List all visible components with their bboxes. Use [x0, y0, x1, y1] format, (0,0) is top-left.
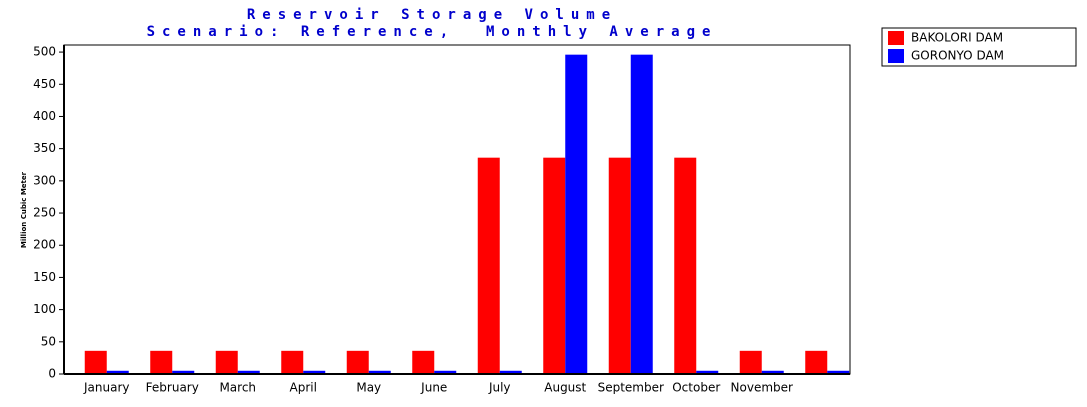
legend-label: GORONYO DAM	[911, 49, 1004, 63]
bar	[281, 350, 304, 374]
bar	[172, 370, 195, 374]
y-tick-label: 0	[48, 367, 56, 381]
bar	[499, 370, 522, 374]
bar	[477, 157, 500, 374]
bar	[543, 157, 566, 374]
bar	[150, 350, 173, 374]
x-tick-label: April	[290, 381, 317, 395]
chart-title: Reservoir Storage Volume	[247, 7, 617, 23]
y-tick-label: 300	[33, 173, 56, 187]
x-tick-label: January	[83, 381, 130, 395]
bar	[739, 350, 762, 374]
x-tick-label: February	[146, 381, 199, 395]
bar	[696, 370, 719, 374]
bar	[215, 350, 238, 374]
bar	[630, 54, 653, 375]
y-tick-label: 400	[33, 109, 56, 123]
x-tick-label: August	[544, 381, 586, 395]
bar	[237, 370, 260, 374]
x-tick-label: September	[598, 381, 664, 395]
x-tick-label: October	[672, 381, 720, 395]
bar	[106, 370, 129, 374]
bar	[412, 350, 435, 374]
y-tick-label: 200	[33, 238, 56, 252]
legend-label: BAKOLORI DAM	[911, 31, 1003, 45]
x-tick-label: May	[356, 381, 381, 395]
bar	[761, 370, 784, 374]
x-tick-label: November	[731, 381, 793, 395]
y-tick-label: 50	[41, 334, 56, 348]
x-tick-label: July	[488, 381, 511, 395]
bar	[84, 350, 107, 374]
y-tick-label: 350	[33, 141, 56, 155]
y-axis-label: Million Cubic Meter	[20, 171, 28, 248]
chart-subtitle: Scenario: Reference, Monthly Average	[147, 24, 718, 40]
y-tick-label: 250	[33, 206, 56, 220]
y-tick-label: 100	[33, 302, 56, 316]
y-tick-label: 150	[33, 270, 56, 284]
bar	[805, 350, 828, 374]
bar	[368, 370, 391, 374]
bar	[827, 370, 850, 374]
bar	[434, 370, 457, 374]
bar	[346, 350, 369, 374]
x-tick-label: June	[420, 381, 447, 395]
bar	[303, 370, 326, 374]
legend	[881, 27, 1077, 67]
legend-swatch	[888, 31, 904, 45]
y-tick-label: 500	[33, 45, 56, 59]
bar	[674, 157, 697, 374]
y-tick-label: 450	[33, 77, 56, 91]
x-tick-label: March	[219, 381, 256, 395]
bar	[565, 54, 588, 375]
legend-swatch	[888, 49, 904, 63]
plot-frame	[63, 44, 851, 375]
bar	[608, 157, 631, 374]
